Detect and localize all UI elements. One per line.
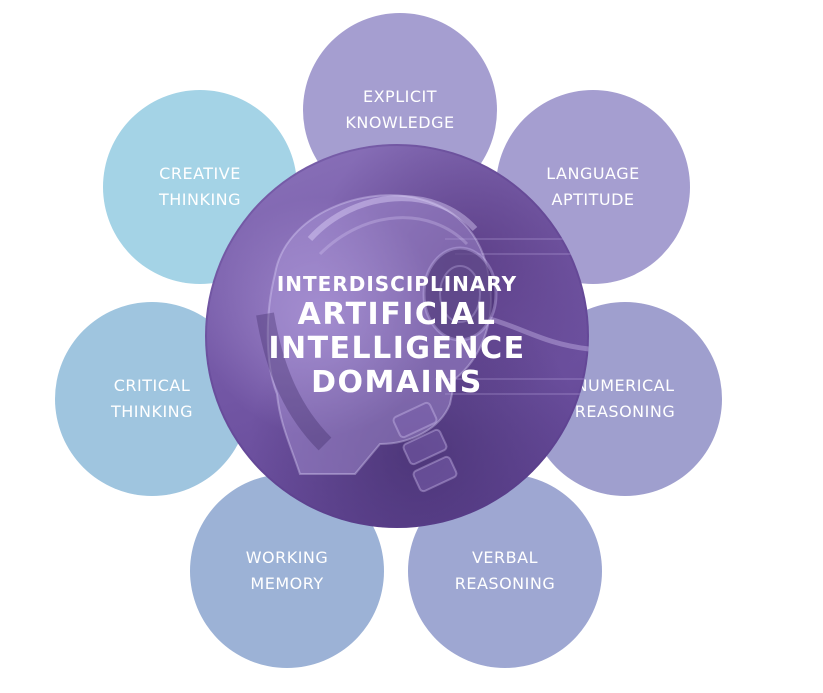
petal-label-line2: APTITUDE bbox=[551, 190, 635, 209]
center-title-line-domains: DOMAINS bbox=[311, 365, 483, 400]
petal-label-line2: REASONING bbox=[574, 402, 676, 421]
petal-label-line1: LANGUAGE bbox=[546, 164, 640, 183]
petal-label-line2: THINKING bbox=[110, 402, 194, 421]
petal-verbal-reasoning: VERBAL REASONING bbox=[408, 474, 602, 668]
robot-head-illustration bbox=[256, 194, 589, 493]
petal-label-line1: NUMERICAL bbox=[575, 376, 675, 395]
petal-label-line2: REASONING bbox=[454, 574, 556, 593]
petal-label-line2: KNOWLEDGE bbox=[345, 113, 455, 132]
petal-language-aptitude: LANGUAGE APTITUDE bbox=[496, 90, 690, 284]
center-title-line-intelligence: INTELLIGENCE bbox=[268, 331, 526, 366]
center-kicker: INTERDISCIPLINARY bbox=[276, 272, 518, 296]
petal-label-line1: WORKING bbox=[245, 548, 329, 567]
petal-label-line1: EXPLICIT bbox=[362, 87, 437, 106]
center-title-line-artificial: ARTIFICIAL bbox=[297, 297, 497, 332]
petal-label-line1: CREATIVE bbox=[159, 164, 241, 183]
center-circle: INTERDISCIPLINARY ARTIFICIAL INTELLIGENC… bbox=[205, 144, 589, 528]
petal-label-line2: MEMORY bbox=[250, 574, 324, 593]
petal-label-line1: VERBAL bbox=[471, 548, 538, 567]
center-title: INTERDISCIPLINARY ARTIFICIAL INTELLIGENC… bbox=[205, 270, 589, 400]
petal-label-line1: CRITICAL bbox=[113, 376, 191, 395]
petal-label-line2: THINKING bbox=[158, 190, 242, 209]
